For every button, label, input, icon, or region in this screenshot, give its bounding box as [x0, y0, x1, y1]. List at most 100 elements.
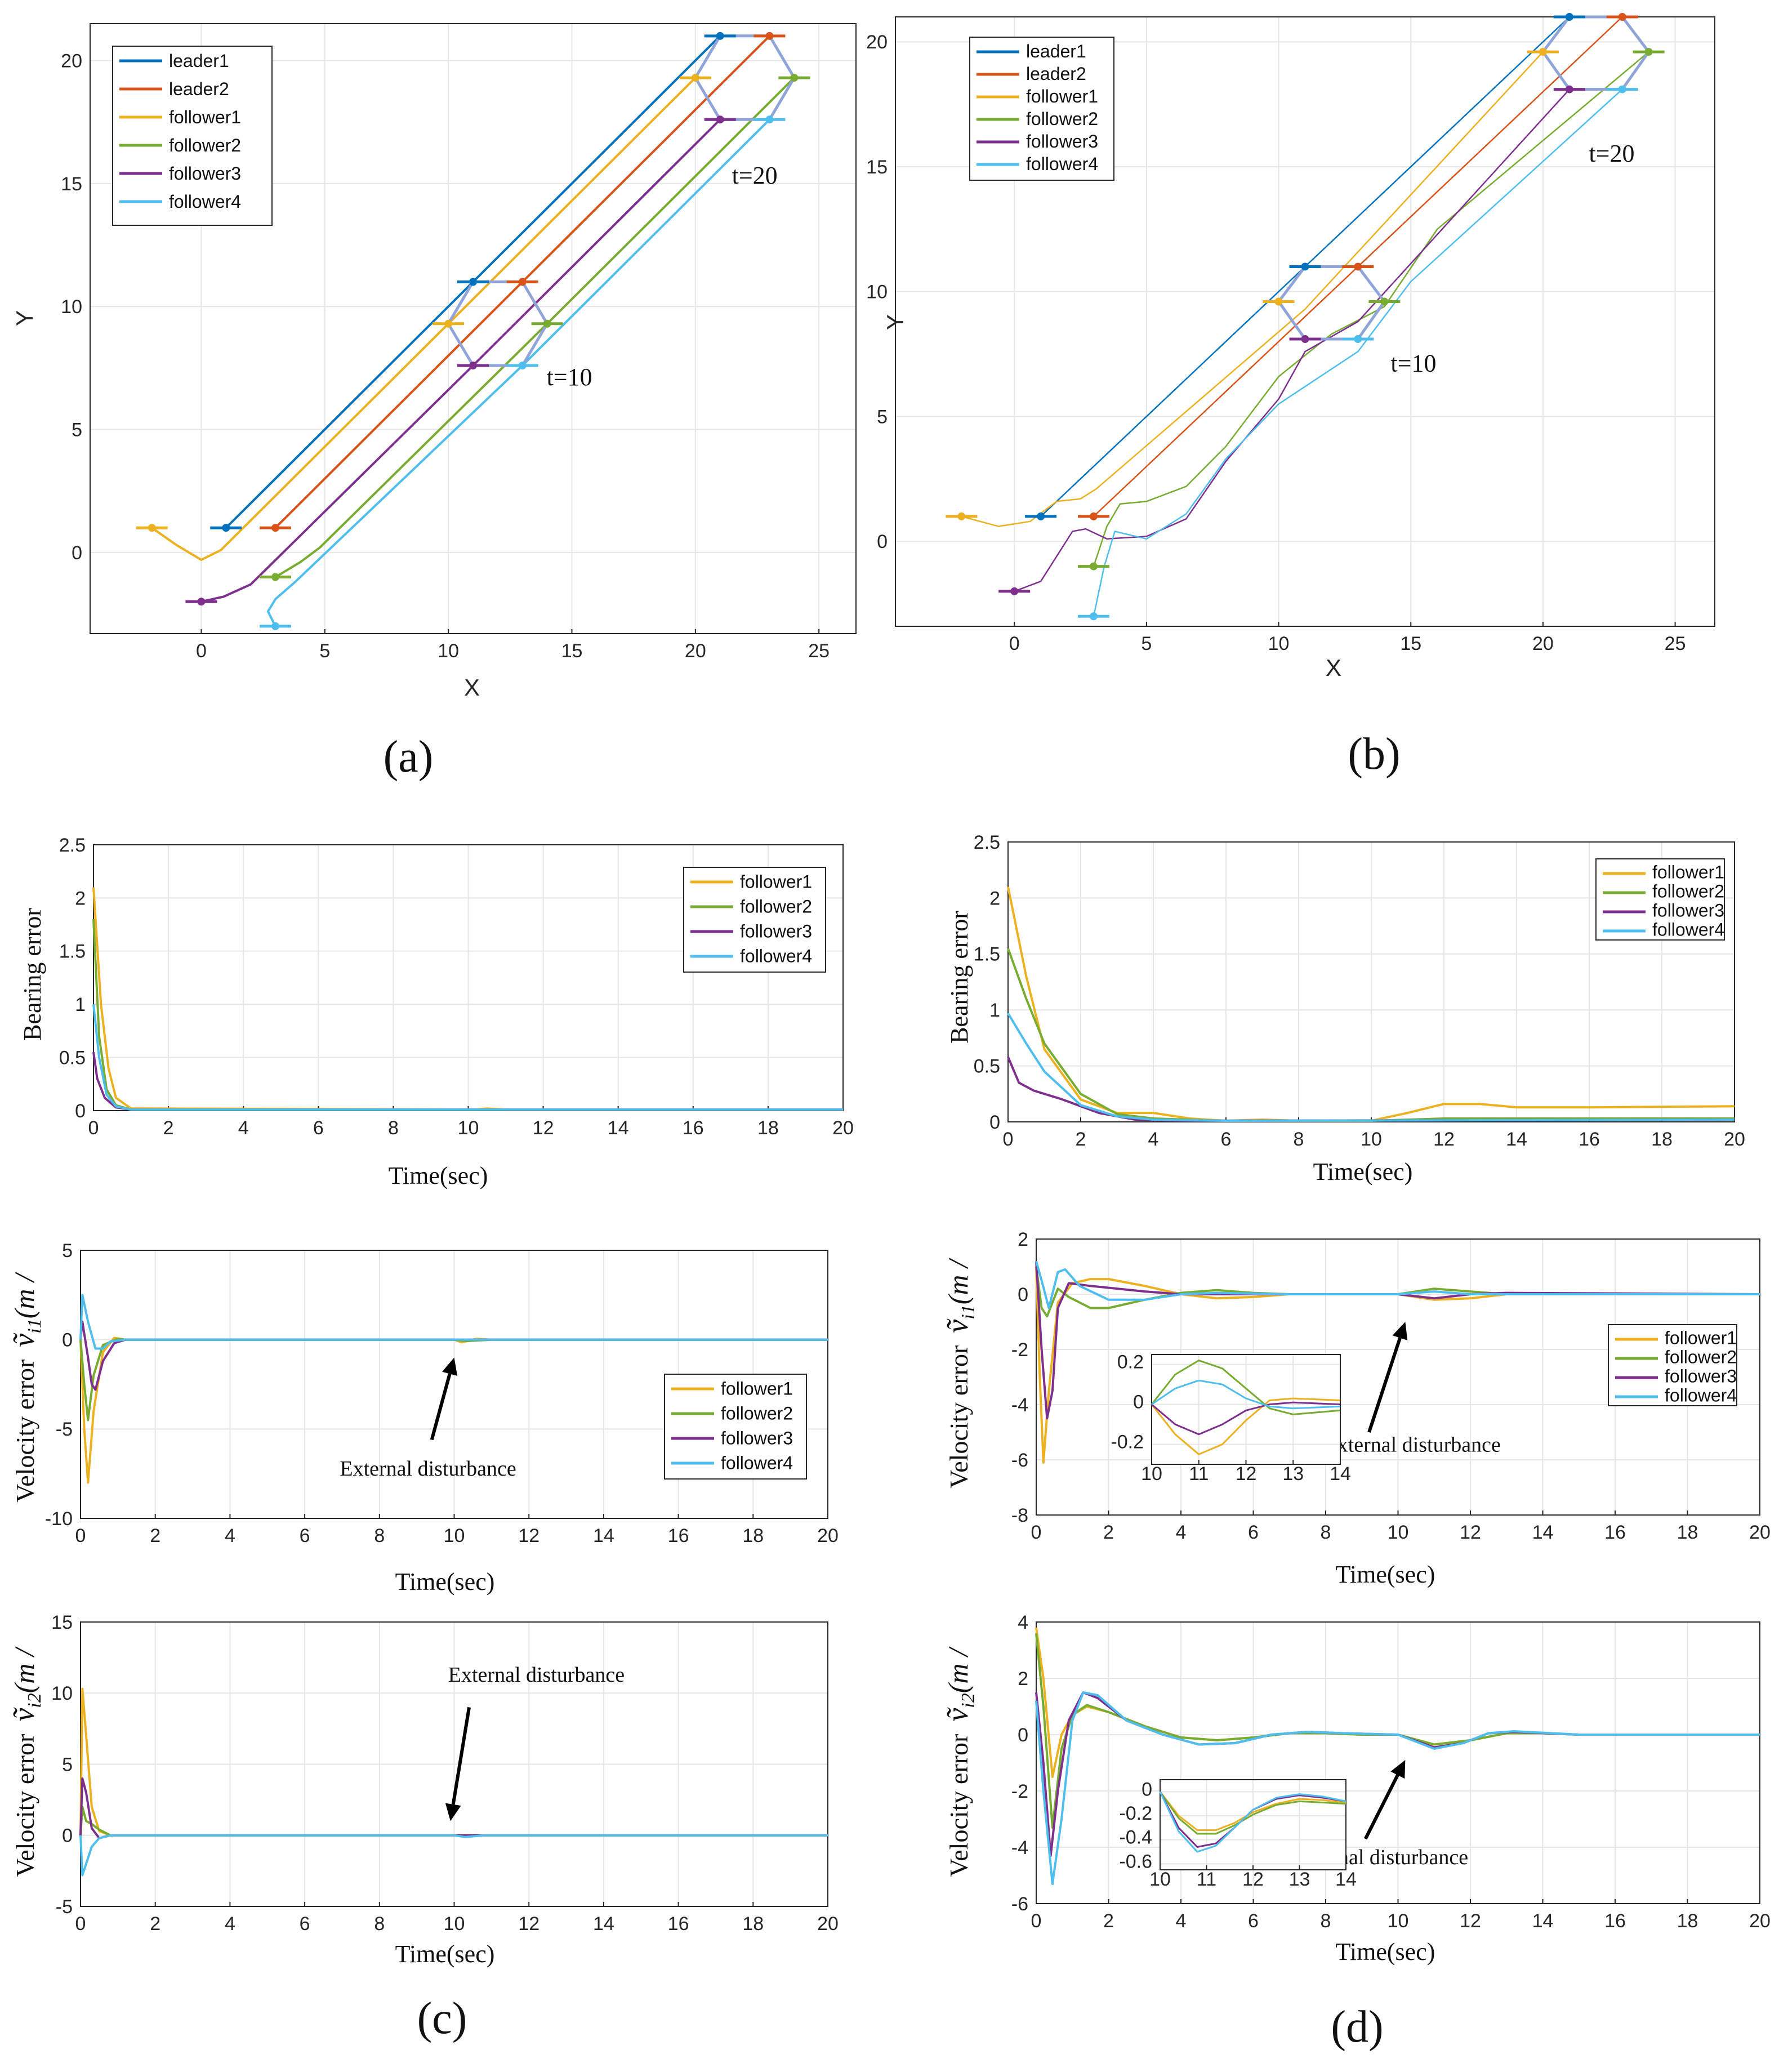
d3-xtick-label: 2: [1103, 1910, 1114, 1932]
d1-ytick-label: 0: [989, 1112, 1000, 1133]
a-legend-label-follower3: follower3: [169, 163, 241, 184]
c2-xlabel: Time(sec): [395, 1568, 495, 1596]
c3-xtick-label: 8: [374, 1913, 385, 1935]
a-legend-label-follower4: follower4: [169, 191, 241, 212]
c1-xtick-label: 12: [533, 1117, 554, 1139]
a-agent-dot-follower4: [518, 362, 527, 370]
c1-xtick-label: 4: [238, 1117, 249, 1139]
c1-xtick-label: 20: [832, 1117, 854, 1139]
d3-ylabel-unit: (m /: [942, 1646, 974, 1693]
c3-xtick-label: 4: [225, 1913, 235, 1935]
d3-inset-ytick-label: -0.2: [1119, 1803, 1152, 1824]
d2-ytick-label: -4: [1011, 1394, 1028, 1416]
d3-ytick-label: -4: [1011, 1837, 1028, 1859]
b-agent-dot-follower4: [1354, 335, 1362, 344]
c1-xtick-label: 0: [88, 1117, 99, 1139]
b-agent-dot-follower1: [957, 512, 966, 520]
b-ylabel-group: Y: [882, 314, 908, 330]
a-xlabel: X: [464, 674, 480, 701]
c1-ytick-label: 0: [75, 1100, 86, 1122]
b-xtick-label: 0: [1009, 633, 1020, 654]
b-ytick-label: 15: [866, 157, 888, 178]
d2-legend-label-follower2: follower2: [1665, 1347, 1737, 1367]
b-legend-label-leader2: leader2: [1026, 64, 1086, 84]
d3-frame: [1160, 1779, 1346, 1870]
c1-legend-label-follower1: follower1: [740, 872, 812, 892]
d1-xtick-label: 12: [1433, 1129, 1455, 1150]
c3-xlabel: Time(sec): [395, 1940, 495, 1968]
a-agent-dot-leader2: [271, 524, 280, 532]
a-agent-dot-follower1: [444, 319, 453, 328]
b-agent-dot-follower2: [1644, 48, 1653, 56]
d1-ytick-label: 1: [989, 1000, 1000, 1021]
a-legend-label-follower2: follower2: [169, 135, 241, 155]
b-agent-dot-follower4: [1090, 612, 1098, 621]
d3-inset-xtick-label: 11: [1197, 1869, 1216, 1890]
panel-label-a: (a): [384, 732, 434, 782]
d2-legend-label-follower3: follower3: [1665, 1366, 1737, 1386]
d3-xtick-label: 20: [1749, 1910, 1771, 1932]
c1-ylabel-group: Bearing error: [19, 908, 46, 1041]
d2-inset-series-follower3: [1151, 1401, 1341, 1436]
a-series-follower4: [266, 118, 770, 627]
d2-annotation-arrowhead: [1392, 1322, 1408, 1340]
d2-ylabel: Velocity error ṽi1(m /: [940, 1258, 979, 1489]
b-agent-dot-leader2: [1354, 262, 1362, 271]
b-agent-dot-leader1: [1565, 13, 1573, 21]
d2-inset-ytick-label: 0: [1133, 1392, 1144, 1413]
b-annotation-label: t=10: [1390, 350, 1436, 377]
d2-xtick-label: 8: [1321, 1522, 1331, 1543]
b-agent-dot-follower1: [1274, 297, 1283, 306]
d2-series-follower4: [1035, 1260, 1760, 1309]
d3-ytick-label: -2: [1011, 1781, 1028, 1802]
d3-series-follower4: [1035, 1691, 1760, 1885]
a-agent-dot-follower3: [469, 362, 477, 370]
a-xtick-label: 0: [196, 640, 207, 662]
a-agent-dot-follower3: [197, 598, 206, 606]
a-agent-dot-follower4: [271, 622, 280, 630]
c2-xtick-label: 14: [593, 1525, 614, 1547]
b-agent-dot-leader1: [1037, 512, 1045, 520]
c2-xtick-label: 0: [75, 1525, 86, 1547]
c2-ylabel-text: Velocity error: [11, 1360, 39, 1503]
d3-ytick-label: 2: [1018, 1668, 1028, 1690]
d3-frame: [1036, 1621, 1760, 1904]
d3-inset-xtick-label: 14: [1335, 1869, 1357, 1890]
c3-xtick-label: 12: [518, 1913, 539, 1935]
a-ytick-label: 5: [72, 419, 82, 440]
a-legend-label-leader2: leader2: [169, 79, 229, 99]
d2-ytick-label: -8: [1011, 1505, 1028, 1526]
d3-ytick-label: 4: [1018, 1612, 1028, 1633]
d1-ytick-label: 0.5: [974, 1056, 1000, 1077]
c1-ytick-label: 2: [75, 888, 86, 909]
b-legend-label-follower2: follower2: [1026, 109, 1098, 129]
c1-legend-label-follower4: follower4: [740, 946, 812, 966]
d1-xtick-label: 2: [1076, 1129, 1086, 1150]
c2-annotation-arrow: [430, 1373, 452, 1441]
d1-legend-label-follower4: follower4: [1652, 919, 1724, 939]
c2-legend-label-follower3: follower3: [721, 1428, 793, 1449]
c3-xtick-label: 16: [668, 1913, 689, 1935]
b-legend-label-follower3: follower3: [1026, 131, 1098, 151]
c3-ytick-label: 10: [51, 1683, 73, 1704]
c2-xtick-label: 16: [668, 1525, 689, 1547]
c2-frame: [80, 1250, 828, 1519]
c2-ylabel-group: Velocity error ṽi1(m /: [7, 1272, 45, 1503]
d3-ytick-label: -6: [1011, 1893, 1028, 1915]
d2-ylabel-symbol: ṽ: [940, 1318, 974, 1333]
a-annotation-label: t=20: [732, 162, 778, 189]
b-agent-dot-leader1: [1301, 262, 1309, 271]
b-series-follower2: [1093, 51, 1649, 567]
d2-inset-xtick-label: 11: [1189, 1463, 1209, 1485]
c2-ytick-label: 0: [62, 1330, 73, 1351]
a-series-follower2: [274, 77, 795, 578]
d2-annotation-arrow: [1367, 1337, 1402, 1433]
b-agent-dot-leader2: [1090, 512, 1098, 520]
b-series-follower1: [961, 51, 1544, 527]
c2-xtick-label: 2: [150, 1525, 160, 1547]
c3-ylabel-sub: i2: [24, 1693, 45, 1708]
d3-ylabel-symbol: ṽ: [940, 1707, 974, 1722]
c1-xtick-label: 18: [757, 1117, 779, 1139]
c2-xtick-label: 12: [518, 1525, 539, 1547]
d1-xtick-label: 6: [1221, 1129, 1232, 1150]
